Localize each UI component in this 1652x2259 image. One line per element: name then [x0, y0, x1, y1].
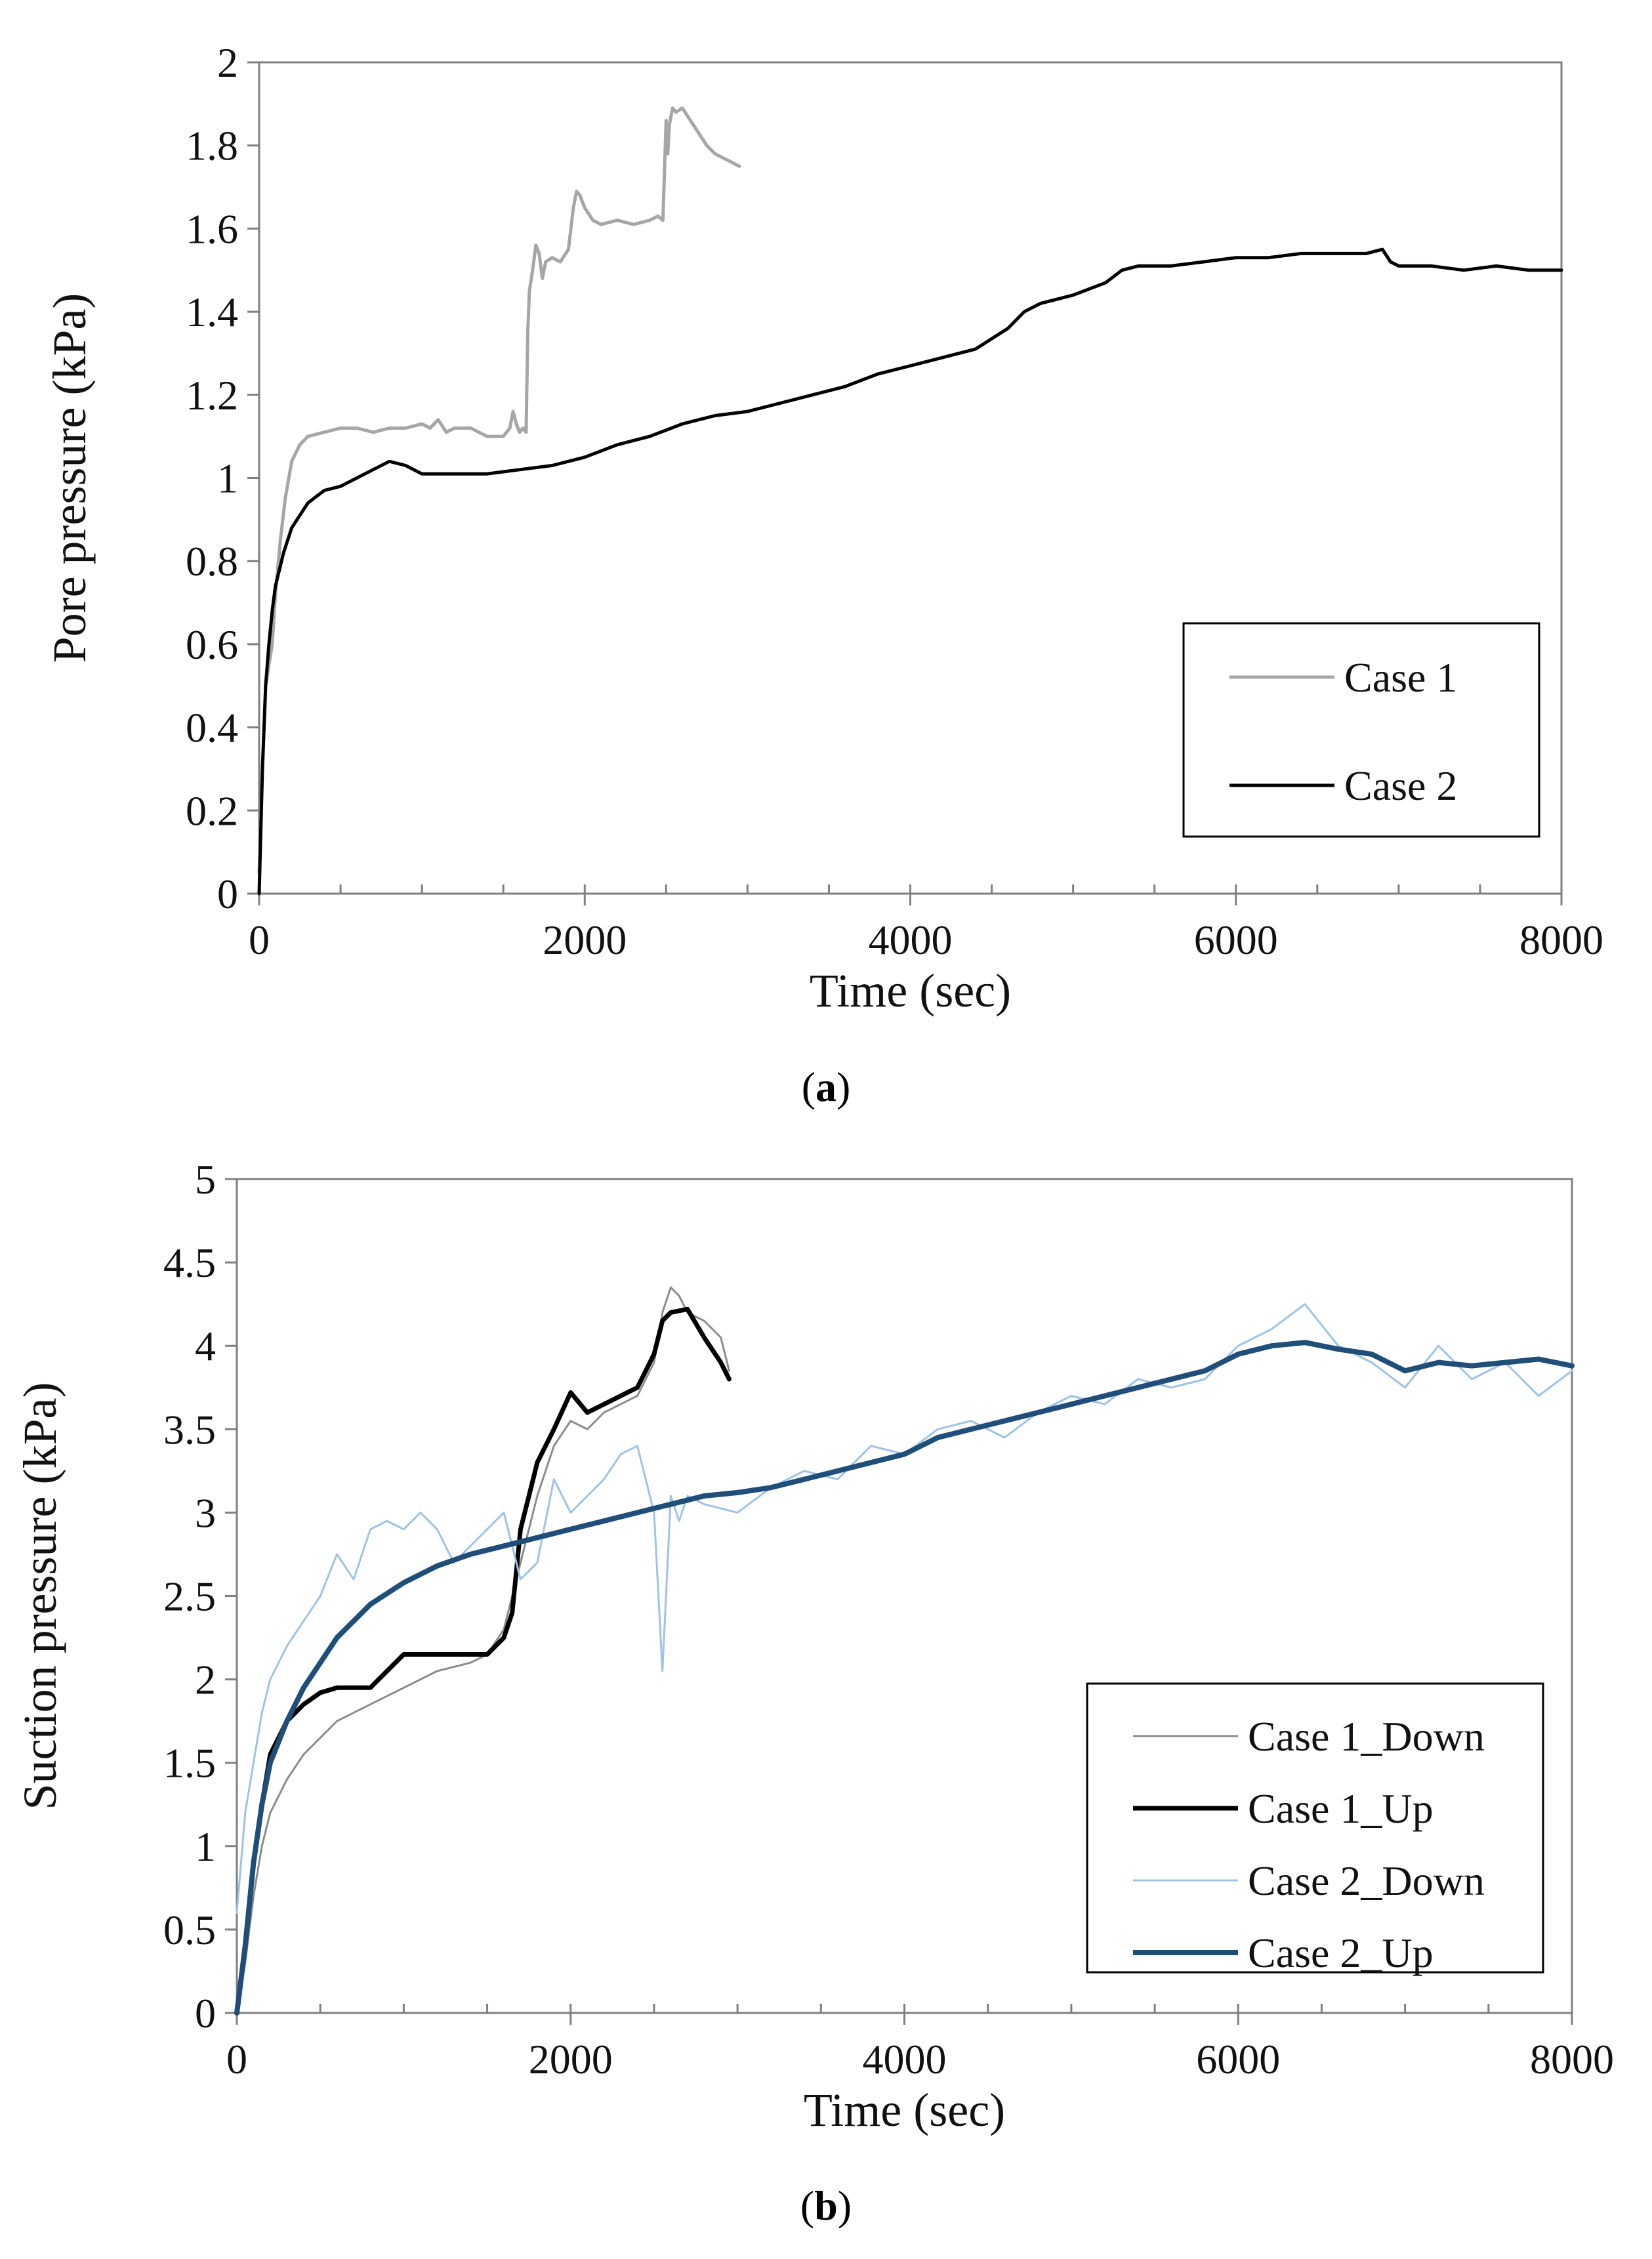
chart-a-x-tick-label: 4000	[869, 917, 953, 963]
chart-a-x-axis-title: Time (sec)	[810, 964, 1011, 1017]
chart-b-series-line-2	[234, 1306, 732, 2016]
chart-b-x-axis-title: Time (sec)	[804, 2084, 1005, 2136]
chart-b-series-line-3	[236, 1303, 1573, 1914]
panel-a-caption: (a)	[801, 1064, 851, 1110]
chart-b-y-tick-label: 4	[195, 1323, 216, 1369]
chart-a-legend-label-1: Case 1	[1344, 654, 1457, 701]
chart-b-series-line-4	[234, 1340, 1575, 2016]
chart-b-x-tick-label: 6000	[1196, 2036, 1280, 2083]
chart-a-y-tick-label: 2	[217, 39, 238, 86]
chart-a-y-tick-label: 1.6	[186, 205, 238, 252]
chart-b-y-tick-label: 2	[195, 1657, 216, 1703]
chart-b-y-tick-label: 1.5	[163, 1740, 216, 1787]
chart-b-y-tick-label: 3.5	[163, 1406, 216, 1453]
chart-a-y-tick-label: 1	[217, 455, 238, 502]
chart-b-y-axis-title: Suction pressure (kPa)	[14, 1382, 66, 1810]
chart-b-y-tick-label: 2.5	[163, 1573, 216, 1620]
chart-a-series-line-1	[257, 106, 741, 875]
chart-b-y-tick-label: 1	[195, 1823, 216, 1870]
chart-b-y-tick-label: 3	[195, 1489, 216, 1536]
chart-b-legend-label-1: Case 1_Down	[1248, 1713, 1485, 1760]
panel-b-label: b	[814, 2182, 838, 2229]
chart-a-y-tick-label: 0.6	[186, 621, 238, 668]
chart-a-y-tick-label: 0.8	[186, 538, 238, 585]
chart-a-y-tick-label: 1.4	[186, 289, 238, 335]
chart-a-legend-box	[1182, 622, 1540, 838]
chart-b-y-tick-label: 0	[195, 1990, 216, 2037]
chart-a-x-tick-label: 6000	[1194, 917, 1278, 963]
chart-b-legend-box	[1086, 1682, 1544, 1974]
chart-a-y-axis-title: Pore pressure (kPa)	[43, 293, 96, 663]
panel-a-label: a	[816, 1064, 836, 1110]
chart-a-y-tick-label: 1.8	[186, 123, 238, 169]
chart-b-y-tick-label: 4.5	[163, 1239, 216, 1286]
chart-b-series-line-1	[236, 1286, 730, 2014]
chart-a-series-line-2	[257, 247, 1563, 896]
chart-panel-a: 0 2000 4000 6000 8000 0 0.2 0.4 0.6 0.8 1 1.2 1.4 1.6…	[43, 39, 1603, 1110]
chart-b-legend-label-4: Case 2_Up	[1248, 1930, 1434, 1976]
chart-a-legend-label-2: Case 2	[1344, 762, 1457, 809]
chart-a-svg: 0 2000 4000 6000 8000 0 0.2 0.4 0.6 0.8 1 1.2 1.4 1.6…	[43, 39, 1603, 1017]
chart-a-y-tick-label: 1.2	[186, 372, 238, 419]
chart-a-x-tick-label: 0	[249, 917, 270, 963]
chart-a-x-tick-label: 8000	[1519, 917, 1603, 963]
chart-b-svg: 0 2000 4000 6000 8000 0 0.5 1 1.5 2 2.5 3 3.5 4 4.5 5 Ti…	[14, 1156, 1614, 2136]
chart-a-x-tick-label: 2000	[543, 917, 627, 963]
panel-b-caption: (b)	[800, 2182, 852, 2229]
chart-panel-b: 0 2000 4000 6000 8000 0 0.5 1 1.5 2 2.5 3 3.5 4 4.5 5 Ti…	[0, 1142, 1652, 2259]
chart-a-y-tick-label: 0	[217, 871, 238, 917]
chart-b-y-tick-label: 0.5	[163, 1907, 216, 1953]
chart-b-y-tick-label: 5	[195, 1156, 216, 1203]
chart-b-legend-label-2: Case 1_Up	[1248, 1785, 1434, 1832]
chart-b-legend-label-3: Case 2_Down	[1248, 1857, 1485, 1904]
chart-b-x-tick-label: 4000	[863, 2036, 947, 2083]
chart-b-x-tick-label: 0	[226, 2036, 247, 2083]
chart-b-x-tick-label: 8000	[1530, 2036, 1614, 2083]
chart-a-y-tick-label: 0.2	[186, 787, 238, 834]
chart-b-x-tick-label: 2000	[529, 2036, 613, 2083]
chart-a-y-tick-label: 0.4	[186, 705, 238, 751]
